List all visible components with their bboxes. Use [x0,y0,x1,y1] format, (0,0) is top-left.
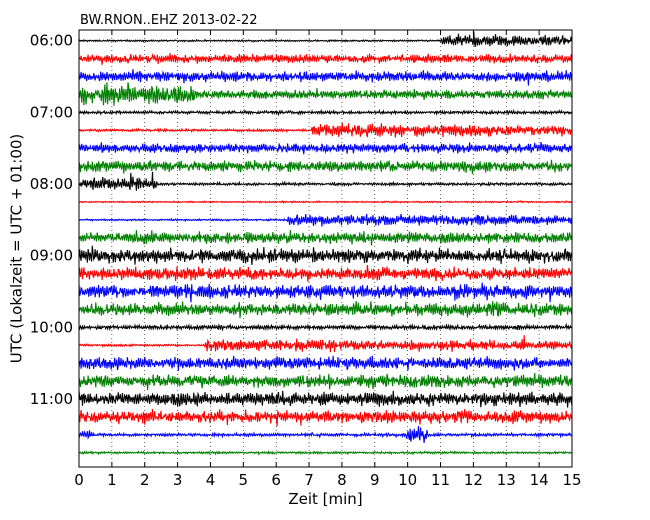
x-tick-label: 13 [497,471,516,489]
seismic-trace [79,355,572,371]
seismic-trace [79,108,572,117]
y-tick-label: 06:00 [30,32,73,50]
seismic-trace [79,171,572,191]
seismic-trace [79,199,572,205]
x-axis: 0 1 2 3 4 5 6 7 8 9 10 11 12 13 14 15 [74,30,582,489]
x-tick-label: 0 [74,471,84,489]
y-tick-label: 08:00 [30,175,73,193]
y-axis: 06:00 07:00 08:00 09:00 10:00 11:00 [30,32,572,408]
x-tick-label: 5 [239,471,249,489]
x-tick-label: 12 [464,471,483,489]
seismic-trace [79,122,572,139]
y-tick-label: 07:00 [30,103,73,121]
x-tick-label: 7 [304,471,314,489]
seismic-trace [79,322,572,332]
x-tick-label: 8 [337,471,347,489]
seismic-trace [79,390,572,408]
seismic-trace [79,282,572,303]
y-tick-label: 11:00 [30,390,73,408]
seismic-trace [79,213,572,227]
plot-frame [78,29,573,468]
y-axis-label: UTC (Lokalzeit = UTC + 01:00) [7,134,25,364]
x-axis-label: Zeit [min] [288,490,362,508]
y-tick-label: 09:00 [30,247,73,265]
x-tick-label: 6 [271,471,281,489]
x-tick-label: 9 [370,471,380,489]
seismic-trace [79,245,572,265]
x-tick-label: 15 [562,471,581,489]
x-tick-label: 1 [107,471,117,489]
x-tick-label: 10 [398,471,417,489]
x-tick-label: 14 [530,471,549,489]
x-tick-label: 2 [140,471,150,489]
seismic-trace [79,230,572,246]
seismic-trace [79,69,572,86]
seismic-trace [79,300,572,319]
seismic-trace [79,372,572,391]
seismic-trace [79,449,572,456]
seismic-trace [79,408,572,427]
grid-lines [111,30,540,467]
x-tick-label: 11 [431,471,450,489]
trace-layer [79,31,572,456]
y-tick-label: 10:00 [30,318,73,336]
seismic-trace [79,425,572,443]
x-tick-label: 3 [173,471,183,489]
seismic-trace [79,335,572,353]
chart-title: BW.RNON..EHZ 2013-02-22 [80,13,258,28]
seismic-trace [79,141,572,155]
seismic-trace [79,52,572,65]
seismic-trace [79,264,572,282]
seismic-trace [79,82,572,106]
seismic-trace [79,159,572,175]
seismic-trace [79,31,572,47]
x-tick-label: 4 [206,471,216,489]
